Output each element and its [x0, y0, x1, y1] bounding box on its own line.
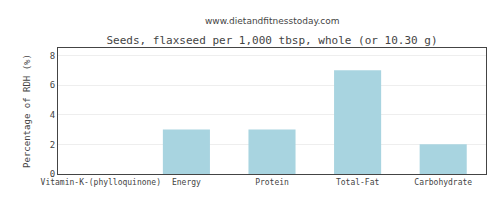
svg-text:4: 4: [50, 110, 55, 120]
svg-text:Carbohydrate: Carbohydrate: [414, 178, 472, 187]
svg-text:0: 0: [50, 169, 55, 179]
svg-text:2: 2: [50, 140, 55, 150]
svg-text:www.dietandfitnesstoday.com: www.dietandfitnesstoday.com: [205, 16, 340, 26]
svg-text:Total-Fat: Total-Fat: [336, 178, 380, 187]
svg-text:Seeds, flaxseed per 1,000 tbsp: Seeds, flaxseed per 1,000 tbsp, whole (o…: [106, 34, 437, 47]
svg-text:Energy: Energy: [172, 178, 201, 187]
svg-text:Vitamin-K-(phylloquinone): Vitamin-K-(phylloquinone): [41, 178, 161, 187]
svg-text:Percentage of RDH (%): Percentage of RDH (%): [22, 54, 32, 168]
svg-text:8: 8: [50, 51, 55, 61]
svg-text:6: 6: [50, 80, 55, 90]
svg-text:Protein: Protein: [255, 178, 289, 187]
